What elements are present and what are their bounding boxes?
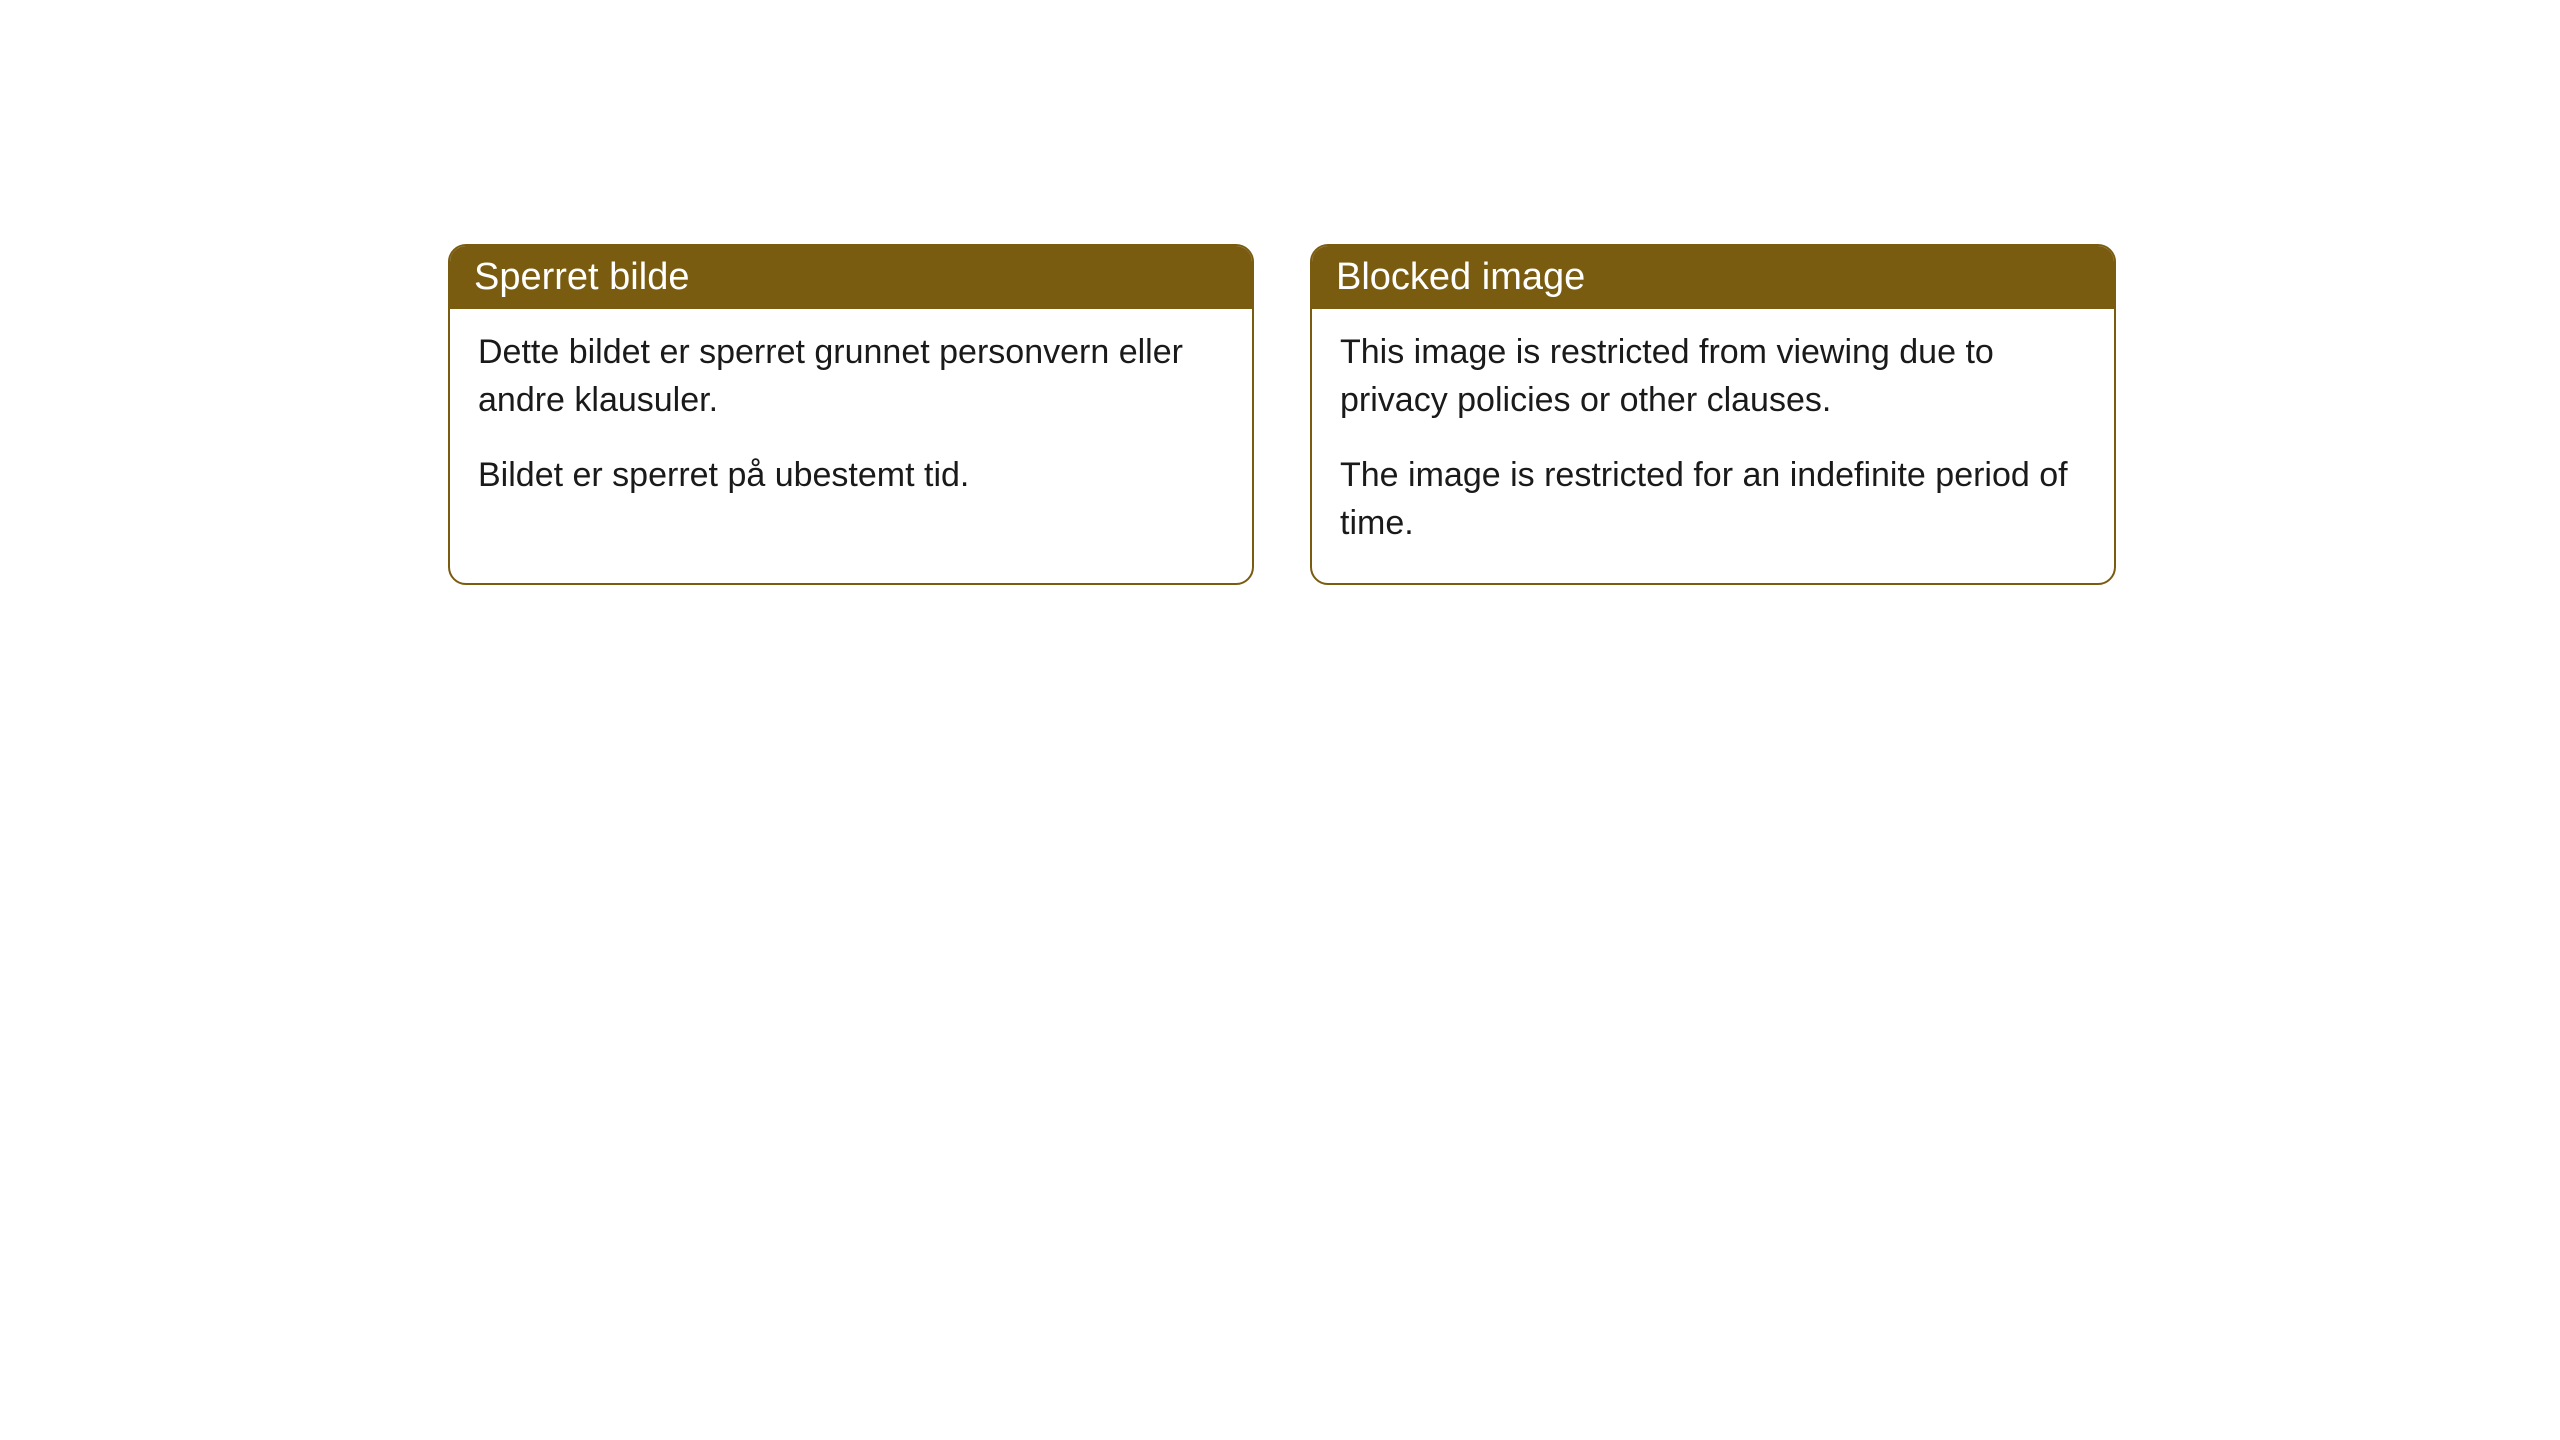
card-paragraph-1: This image is restricted from viewing du… — [1340, 329, 2086, 424]
card-body: Dette bildet er sperret grunnet personve… — [450, 309, 1252, 536]
card-title: Sperret bilde — [474, 256, 689, 298]
card-paragraph-1: Dette bildet er sperret grunnet personve… — [478, 329, 1224, 424]
blocked-image-card-norwegian: Sperret bilde Dette bildet er sperret gr… — [448, 244, 1254, 585]
card-body: This image is restricted from viewing du… — [1312, 309, 2114, 583]
card-title: Blocked image — [1336, 256, 1585, 298]
card-paragraph-2: The image is restricted for an indefinit… — [1340, 452, 2086, 547]
card-header: Blocked image — [1312, 246, 2114, 309]
card-paragraph-2: Bildet er sperret på ubestemt tid. — [478, 452, 1224, 500]
card-header: Sperret bilde — [450, 246, 1252, 309]
blocked-image-card-english: Blocked image This image is restricted f… — [1310, 244, 2116, 585]
notification-cards-container: Sperret bilde Dette bildet er sperret gr… — [448, 244, 2116, 585]
